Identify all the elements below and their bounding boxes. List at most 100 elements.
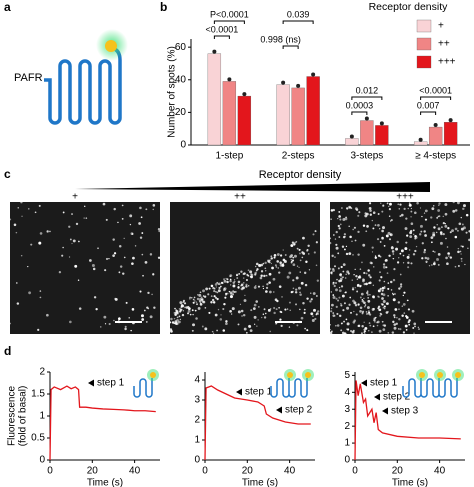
spot xyxy=(381,210,384,213)
spot xyxy=(436,217,438,219)
ligand xyxy=(305,372,311,378)
x-axis-label: Time (s) xyxy=(392,478,428,487)
spot xyxy=(113,252,117,255)
spot xyxy=(175,322,179,326)
spot xyxy=(299,308,301,311)
spot xyxy=(151,293,153,296)
spot xyxy=(405,241,408,244)
spot xyxy=(340,279,343,282)
spot xyxy=(332,208,335,212)
spot xyxy=(248,325,252,329)
spot xyxy=(408,202,411,205)
spot xyxy=(216,291,219,294)
spot xyxy=(343,320,346,323)
spot xyxy=(353,274,355,276)
spot xyxy=(262,313,265,316)
spot xyxy=(301,251,304,254)
bar-dot xyxy=(227,77,232,82)
spot xyxy=(382,293,386,297)
spot xyxy=(423,248,427,252)
spot xyxy=(182,299,186,303)
spot xyxy=(385,311,389,314)
spot xyxy=(113,319,115,322)
spot xyxy=(444,212,448,216)
spot xyxy=(143,309,146,312)
spot xyxy=(399,273,402,276)
spot xyxy=(382,299,386,303)
y-tick-label: 0 xyxy=(39,455,45,466)
spot xyxy=(9,218,12,221)
spot xyxy=(170,317,173,321)
spot xyxy=(69,320,72,324)
spot xyxy=(424,209,428,213)
spot xyxy=(39,290,42,292)
spot xyxy=(428,265,431,267)
spot xyxy=(410,210,413,213)
spot xyxy=(357,214,360,217)
spot xyxy=(366,291,369,295)
spot xyxy=(257,285,261,288)
spot xyxy=(388,254,391,257)
spot xyxy=(152,204,156,207)
spot xyxy=(331,330,333,333)
spot xyxy=(419,224,423,228)
spot xyxy=(457,230,459,232)
x-tick-label: 40 xyxy=(284,466,296,477)
spot xyxy=(387,235,389,238)
spot xyxy=(296,247,299,250)
spot xyxy=(191,329,194,332)
spot xyxy=(293,254,297,258)
annotation: <0.0001 xyxy=(205,24,238,34)
annotation-arrow xyxy=(88,379,94,387)
annotation-arrow xyxy=(382,407,388,415)
spot xyxy=(121,204,124,207)
spot xyxy=(457,247,460,250)
bar-dot xyxy=(379,121,384,126)
spot xyxy=(236,274,238,277)
spot xyxy=(194,300,196,302)
spot xyxy=(273,311,276,315)
spot xyxy=(408,254,410,256)
spot xyxy=(380,303,383,305)
spot xyxy=(380,202,382,204)
y-axis-label: Number of spots (%) xyxy=(167,46,178,138)
spot xyxy=(229,279,232,283)
spot xyxy=(334,238,337,240)
spot xyxy=(409,235,413,239)
spot xyxy=(375,316,377,319)
bar xyxy=(428,126,443,146)
spot xyxy=(391,292,394,295)
spot xyxy=(192,323,196,327)
spot xyxy=(354,268,356,270)
spot xyxy=(240,287,244,291)
spot xyxy=(259,276,263,280)
spot xyxy=(438,204,440,206)
spot xyxy=(242,282,245,284)
spot xyxy=(291,241,295,244)
spot xyxy=(294,291,298,294)
bar-dot xyxy=(433,123,438,128)
spot xyxy=(421,215,423,218)
bar xyxy=(276,84,290,146)
spot xyxy=(317,313,319,315)
spot xyxy=(348,303,351,306)
spot xyxy=(346,207,349,210)
spot xyxy=(244,294,246,296)
spot xyxy=(229,274,233,278)
spot xyxy=(458,222,462,226)
spot xyxy=(237,323,240,326)
spot xyxy=(198,293,202,297)
spot xyxy=(315,313,318,316)
spot xyxy=(376,321,379,324)
spot xyxy=(351,288,355,291)
spot xyxy=(279,263,283,267)
spot xyxy=(254,323,256,325)
spot xyxy=(430,216,433,219)
spot xyxy=(293,243,296,246)
spot xyxy=(402,294,404,297)
spot xyxy=(335,305,338,309)
spot xyxy=(152,208,154,211)
spot xyxy=(243,272,246,275)
spot xyxy=(302,236,305,240)
spot xyxy=(119,265,123,268)
